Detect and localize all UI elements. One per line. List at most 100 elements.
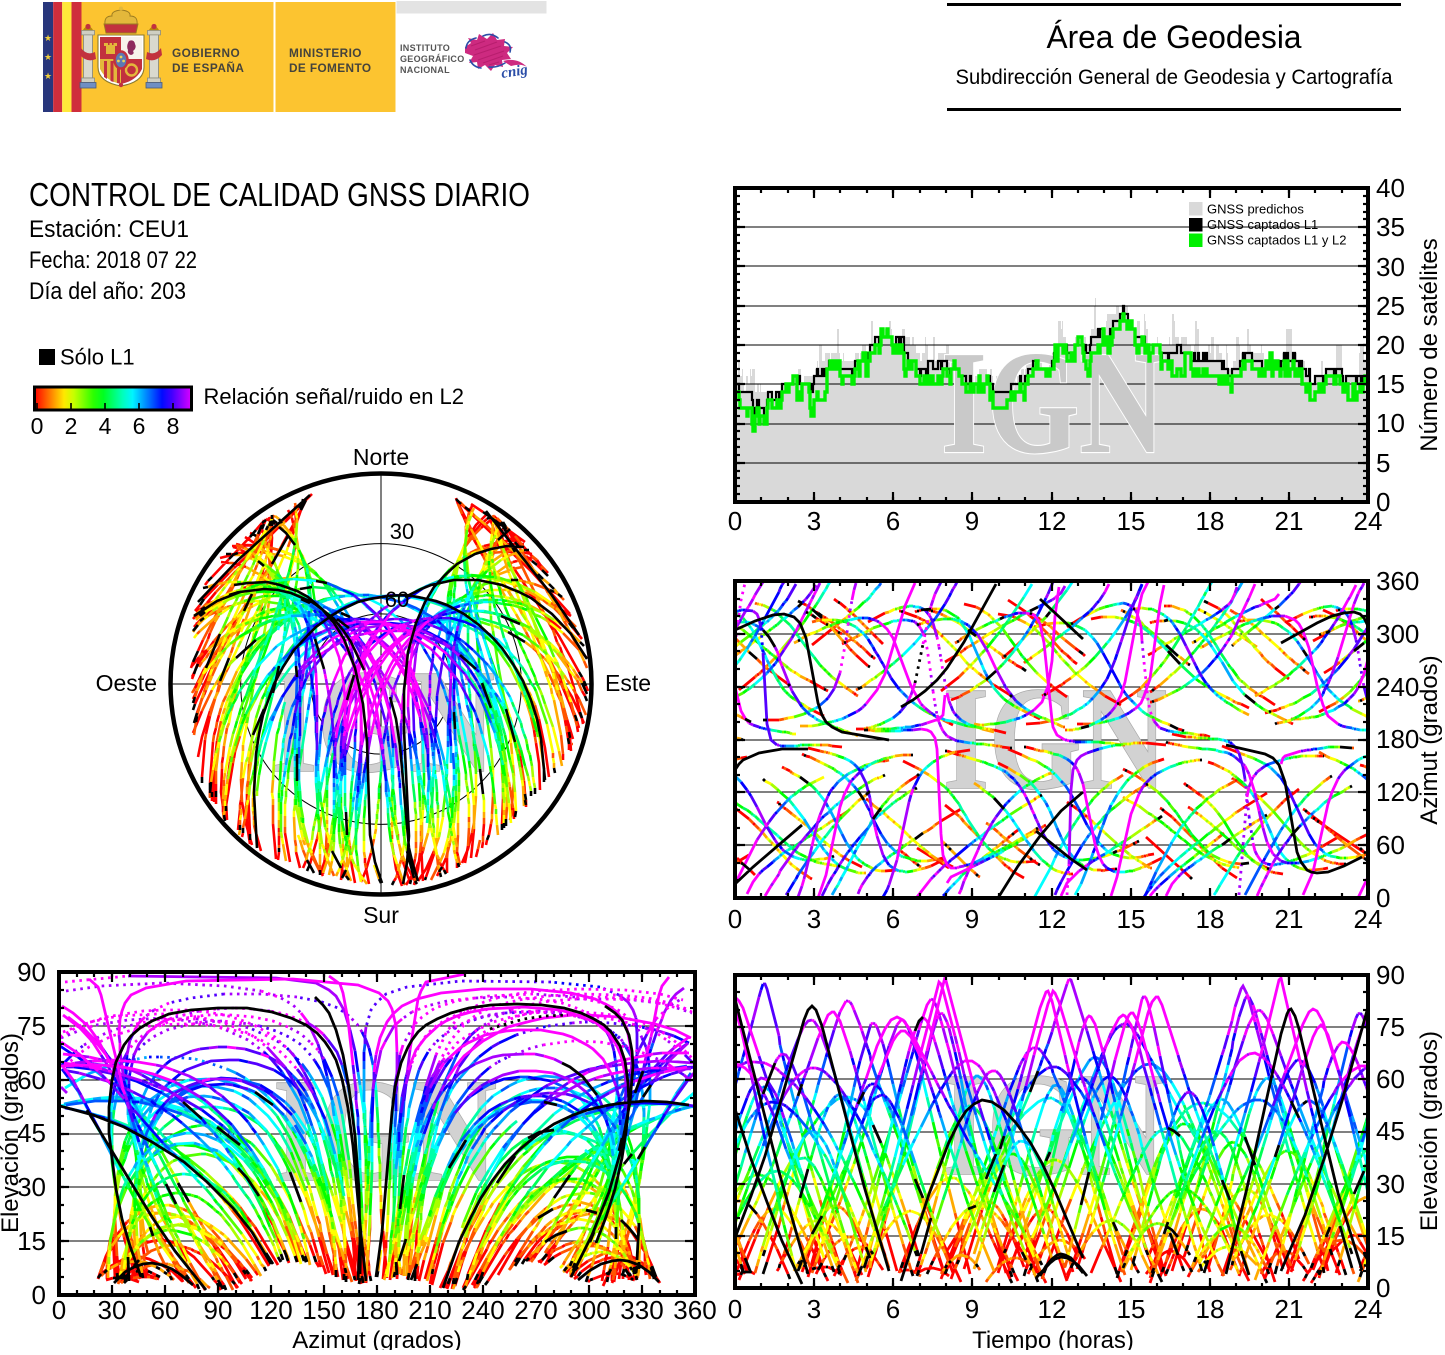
svg-text:6: 6 <box>886 1294 900 1324</box>
svg-text:30: 30 <box>1376 252 1405 282</box>
svg-text:30: 30 <box>1376 1169 1405 1199</box>
svg-text:21: 21 <box>1275 1294 1304 1324</box>
svg-text:210: 210 <box>408 1295 451 1325</box>
svg-text:180: 180 <box>355 1295 398 1325</box>
svg-text:CONTROL DE CALIDAD GNSS DIARIO: CONTROL DE CALIDAD GNSS DIARIO <box>29 176 530 213</box>
svg-text:60: 60 <box>1376 830 1405 860</box>
svg-text:Día del año: 203: Día del año: 203 <box>29 278 186 305</box>
svg-text:8: 8 <box>167 413 180 439</box>
svg-text:DE FOMENTO: DE FOMENTO <box>289 61 371 75</box>
svg-text:24: 24 <box>1354 904 1383 934</box>
svg-text:75: 75 <box>1376 1012 1405 1042</box>
svg-text:270: 270 <box>514 1295 557 1325</box>
svg-text:60: 60 <box>151 1295 180 1325</box>
svg-text:180: 180 <box>1376 724 1419 754</box>
svg-text:Elevación (grados): Elevación (grados) <box>1416 1031 1443 1231</box>
svg-text:Norte: Norte <box>353 444 409 470</box>
svg-text:15: 15 <box>1117 506 1146 536</box>
svg-text:300: 300 <box>1376 619 1419 649</box>
svg-text:Área de Geodesia: Área de Geodesia <box>1047 19 1302 55</box>
svg-text:300: 300 <box>567 1295 610 1325</box>
svg-text:★: ★ <box>44 52 52 62</box>
svg-text:Tiempo (horas): Tiempo (horas) <box>972 1327 1134 1350</box>
svg-text:90: 90 <box>204 1295 233 1325</box>
svg-text:24: 24 <box>1354 506 1383 536</box>
svg-text:Elevación (grados): Elevación (grados) <box>0 1033 24 1233</box>
svg-text:120: 120 <box>249 1295 292 1325</box>
svg-text:GNSS predichos: GNSS predichos <box>1207 202 1304 217</box>
svg-text:GNSS captados L1: GNSS captados L1 <box>1207 217 1318 232</box>
svg-text:6: 6 <box>886 506 900 536</box>
svg-text:0: 0 <box>728 506 742 536</box>
svg-text:★: ★ <box>44 71 52 81</box>
svg-text:0: 0 <box>1376 487 1390 517</box>
svg-text:15: 15 <box>1376 1221 1405 1251</box>
svg-text:0: 0 <box>32 1280 46 1310</box>
svg-text:60: 60 <box>1376 1064 1405 1094</box>
svg-text:GNSS captados L1 y L2: GNSS captados L1 y L2 <box>1207 233 1346 248</box>
svg-text:Fecha: 2018 07 22: Fecha: 2018 07 22 <box>29 247 197 274</box>
svg-text:9: 9 <box>965 1294 979 1324</box>
svg-text:Oeste: Oeste <box>96 670 157 696</box>
svg-text:IGN: IGN <box>943 657 1167 821</box>
svg-text:0: 0 <box>728 904 742 934</box>
svg-text:9: 9 <box>965 904 979 934</box>
svg-text:21: 21 <box>1275 506 1304 536</box>
svg-text:150: 150 <box>302 1295 345 1325</box>
svg-text:12: 12 <box>1038 1294 1067 1324</box>
svg-text:15: 15 <box>1117 1294 1146 1324</box>
svg-text:15: 15 <box>1117 904 1146 934</box>
svg-text:30: 30 <box>17 1172 46 1202</box>
svg-text:25: 25 <box>1376 291 1405 321</box>
svg-text:240: 240 <box>1376 672 1419 702</box>
svg-text:45: 45 <box>1376 1116 1405 1146</box>
svg-text:★: ★ <box>44 33 52 43</box>
svg-text:Número de satélites: Número de satélites <box>1416 238 1443 451</box>
svg-text:18: 18 <box>1196 1294 1225 1324</box>
svg-text:9: 9 <box>965 506 979 536</box>
svg-text:20: 20 <box>1376 330 1405 360</box>
svg-text:30: 30 <box>98 1295 127 1325</box>
svg-text:240: 240 <box>461 1295 504 1325</box>
svg-text:90: 90 <box>1376 960 1405 990</box>
svg-text:cnig: cnig <box>500 62 529 82</box>
svg-text:NACIONAL: NACIONAL <box>400 65 450 75</box>
svg-text:0: 0 <box>728 1294 742 1324</box>
svg-text:3: 3 <box>807 1294 821 1324</box>
svg-text:3: 3 <box>807 904 821 934</box>
svg-text:Sur: Sur <box>363 902 399 928</box>
svg-text:60: 60 <box>385 587 409 612</box>
svg-text:45: 45 <box>17 1118 46 1148</box>
svg-text:60: 60 <box>17 1065 46 1095</box>
svg-text:12: 12 <box>1038 506 1067 536</box>
svg-text:Este: Este <box>605 670 651 696</box>
svg-text:6: 6 <box>133 413 146 439</box>
svg-text:MINISTERIO: MINISTERIO <box>289 46 362 60</box>
svg-text:75: 75 <box>17 1011 46 1041</box>
svg-text:30: 30 <box>390 519 414 544</box>
svg-text:Azimut (grados): Azimut (grados) <box>1416 655 1443 824</box>
svg-text:10: 10 <box>1376 408 1405 438</box>
svg-text:18: 18 <box>1196 904 1225 934</box>
svg-text:15: 15 <box>17 1226 46 1256</box>
svg-text:2: 2 <box>65 413 78 439</box>
svg-text:Subdirección General de Geodes: Subdirección General de Geodesia y Carto… <box>956 65 1393 89</box>
svg-text:360: 360 <box>673 1295 716 1325</box>
svg-text:4: 4 <box>99 413 112 439</box>
svg-text:5: 5 <box>1376 448 1390 478</box>
svg-text:0: 0 <box>31 413 44 439</box>
svg-text:40: 40 <box>1376 173 1405 203</box>
svg-text:0: 0 <box>52 1295 66 1325</box>
svg-text:0: 0 <box>1376 883 1390 913</box>
svg-text:Azimut (grados): Azimut (grados) <box>292 1327 461 1350</box>
svg-text:DE ESPAÑA: DE ESPAÑA <box>172 61 244 75</box>
svg-text:Relación señal/ruido en L2: Relación señal/ruido en L2 <box>204 384 465 409</box>
svg-text:GOBIERNO: GOBIERNO <box>172 46 240 60</box>
svg-text:35: 35 <box>1376 212 1405 242</box>
svg-text:90: 90 <box>17 957 46 987</box>
svg-text:18: 18 <box>1196 506 1225 536</box>
svg-text:360: 360 <box>1376 566 1419 596</box>
svg-text:21: 21 <box>1275 904 1304 934</box>
svg-text:15: 15 <box>1376 369 1405 399</box>
svg-text:IGN: IGN <box>941 321 1165 485</box>
